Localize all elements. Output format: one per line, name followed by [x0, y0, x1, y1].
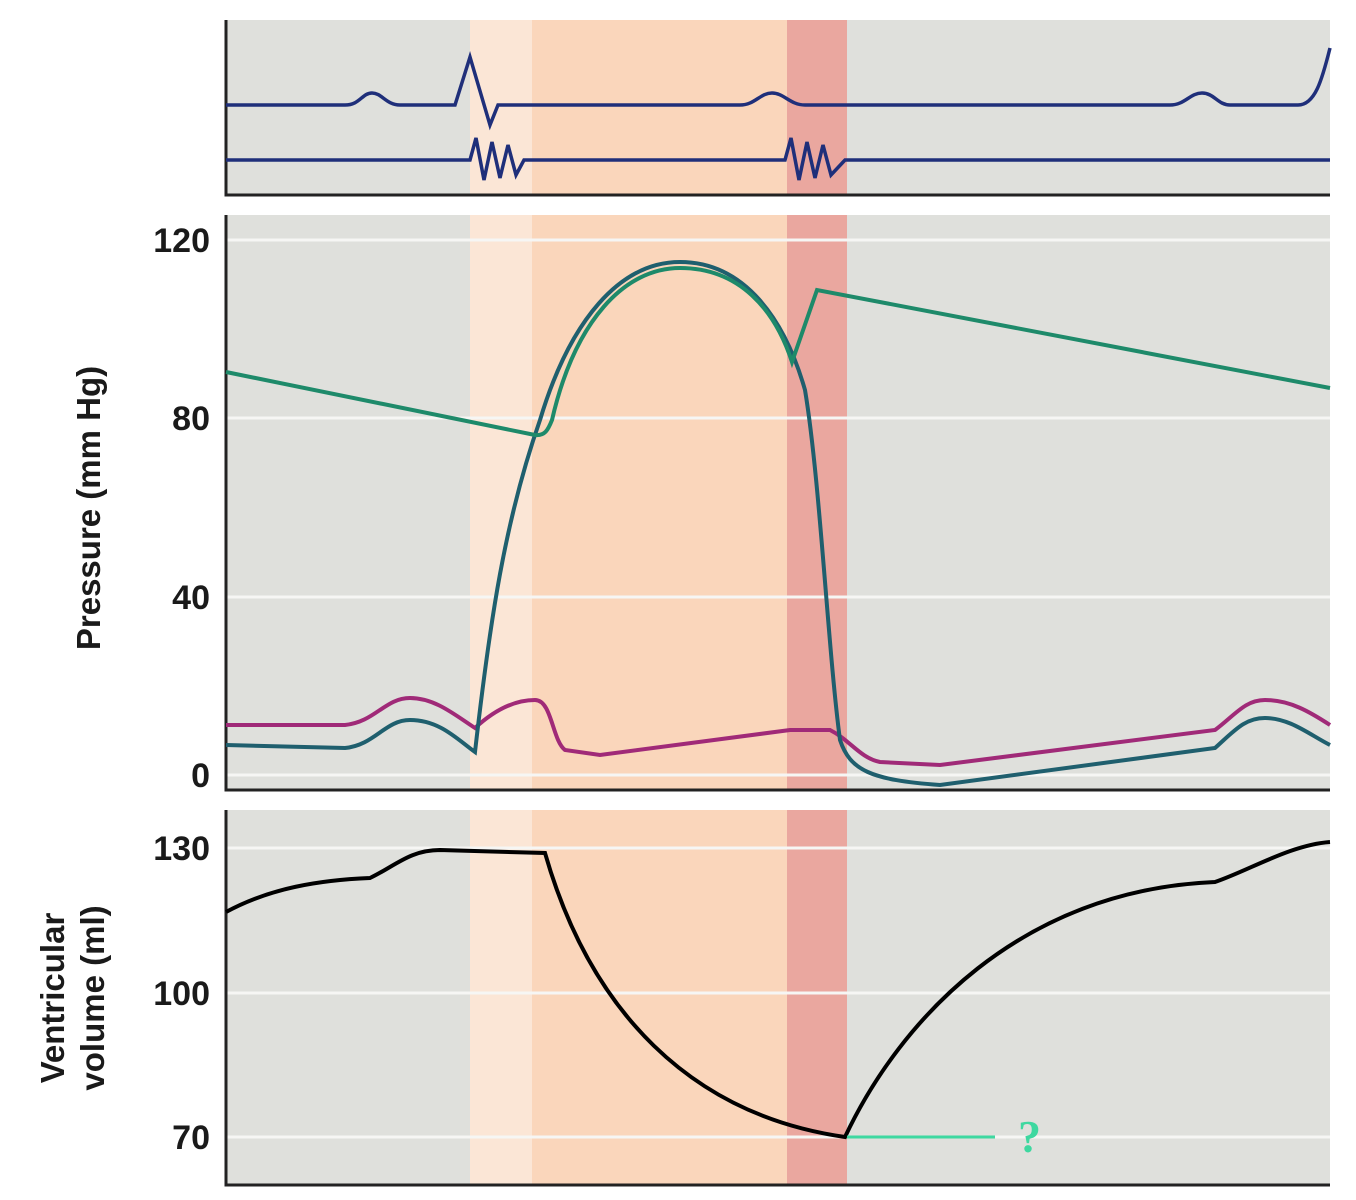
pressure-axis-label: Pressure (mm Hg) [70, 366, 107, 650]
tick-70: 70 [172, 1119, 210, 1157]
esv-question-mark: ? [1018, 1111, 1041, 1162]
volume-axis-label-line1: Ventricular [34, 913, 71, 1084]
tick-130: 130 [153, 830, 210, 868]
pressure-tick-labels: 120 80 40 0 [153, 222, 210, 795]
gridlines [226, 238, 1330, 1139]
volume-axis-label-line2: volume (ml) [74, 905, 111, 1090]
axes [224, 20, 1330, 1187]
pressure-axes [224, 215, 1330, 792]
volume-tick-labels: 130 100 70 [153, 830, 210, 1157]
volume-axes [224, 810, 1330, 1187]
tick-40: 40 [172, 579, 210, 617]
tick-0: 0 [191, 757, 210, 795]
phase-bands [226, 20, 1336, 1185]
heart-sound-trace [226, 137, 1330, 181]
ecg-axes [224, 20, 1330, 197]
tick-80: 80 [172, 400, 210, 438]
gap-2 [226, 790, 1336, 810]
ventricular-pressure-line [225, 259, 1331, 788]
gap-1 [226, 195, 1336, 215]
ecg-trace [226, 47, 1332, 131]
atrial-pressure-line [226, 695, 1332, 768]
tick-120: 120 [153, 222, 210, 260]
ventricular-volume-line [225, 840, 1331, 1140]
aortic-pressure-line [225, 265, 1331, 438]
tick-100: 100 [153, 975, 210, 1013]
